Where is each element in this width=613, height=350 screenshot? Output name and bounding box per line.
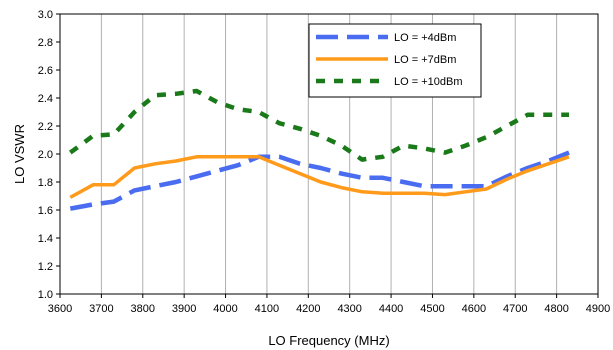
x-tick-label: 3800 — [131, 303, 155, 315]
x-tick-label: 4800 — [544, 303, 568, 315]
y-tick-label: 2.4 — [38, 93, 53, 105]
y-tick-label: 1.2 — [38, 261, 53, 273]
y-tick-label: 2.6 — [38, 65, 53, 77]
y-axis-label: LO VSWR — [12, 124, 27, 184]
x-tick-label: 3600 — [48, 303, 72, 315]
legend-label: LO = +4dBm — [394, 32, 456, 44]
series-line — [69, 150, 570, 211]
data-series — [68, 88, 570, 211]
x-tick-label: 4100 — [255, 303, 279, 315]
x-axis-label: LO Frequency (MHz) — [268, 333, 389, 348]
series-line — [68, 88, 569, 162]
series-1 — [69, 150, 570, 211]
x-tick-label: 4000 — [213, 303, 237, 315]
legend-label: LO = +10dBm — [394, 76, 463, 88]
x-tick-label: 4400 — [379, 303, 403, 315]
y-tick-label: 1.8 — [38, 177, 53, 189]
y-tick-label: 2.8 — [38, 37, 53, 49]
x-tick-label: 4900 — [586, 303, 610, 315]
y-tick-label: 1.4 — [38, 233, 53, 245]
series-3 — [68, 88, 570, 162]
x-tick-label: 3900 — [172, 303, 196, 315]
series-2 — [69, 155, 570, 199]
x-tick-label: 4700 — [503, 303, 527, 315]
y-axis-ticks: 1.0 1.2 1.4 1.6 1.8 2.0 2.2 2.4 2.6 2.8 3.0 — [38, 9, 60, 301]
x-tick-label: 4200 — [296, 303, 320, 315]
y-tick-label: 1.6 — [38, 205, 53, 217]
y-tick-label: 2.2 — [38, 121, 53, 133]
y-tick-label: 1.0 — [38, 289, 53, 301]
x-tick-label: 4600 — [462, 303, 486, 315]
x-tick-label: 3700 — [89, 303, 113, 315]
y-tick-label: 2.0 — [38, 149, 53, 161]
vertical-gridlines — [100, 14, 558, 294]
legend-label: LO = +7dBm — [394, 54, 456, 66]
x-tick-label: 4500 — [420, 303, 444, 315]
legend: LO = +4dBm LO = +7dBm LO = +10dBm — [308, 23, 482, 98]
series-line — [69, 155, 570, 199]
x-tick-label: 4300 — [337, 303, 361, 315]
y-tick-label: 3.0 — [38, 9, 53, 21]
x-axis-ticks: 3600 3700 3800 3900 4000 4100 4200 4300 4400 4500… — [48, 294, 610, 315]
